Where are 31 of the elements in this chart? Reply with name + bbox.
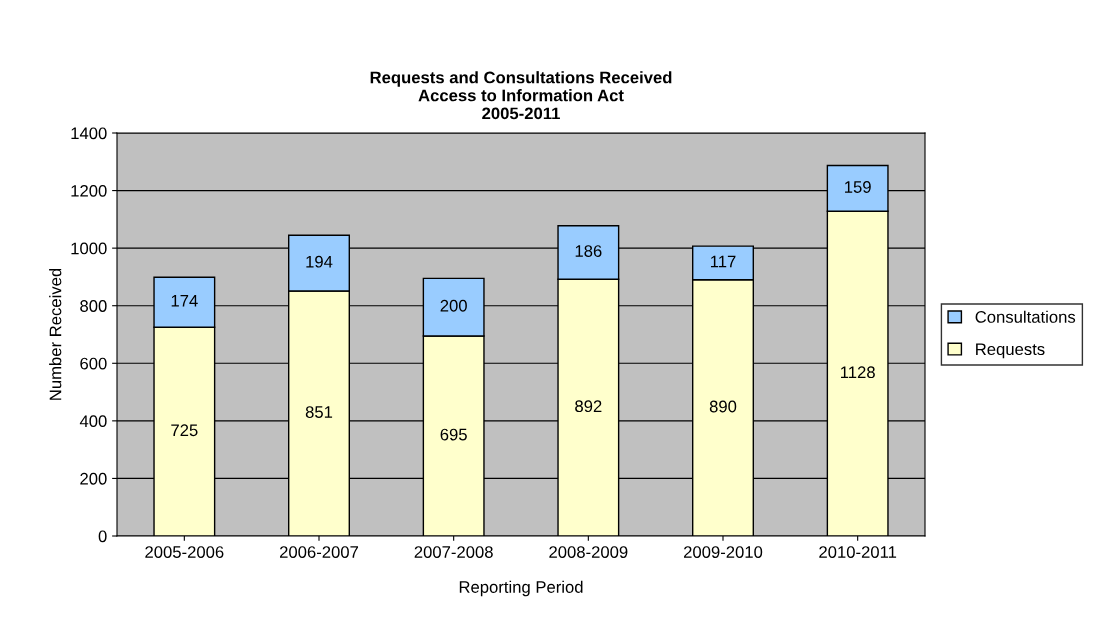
data-label: 851 bbox=[305, 406, 333, 418]
y-tick-label: 1200 bbox=[71, 184, 107, 197]
x-tick-label: 2007-2008 bbox=[414, 546, 493, 558]
chart-title: Requests and Consultations Received Access to Information Act 2005-2011 bbox=[370, 71, 672, 120]
y-tick-label: 400 bbox=[79, 415, 107, 428]
data-label: 695 bbox=[440, 428, 467, 441]
y-tick-label: 0 bbox=[98, 530, 107, 543]
y-tick-label: 200 bbox=[80, 472, 107, 485]
x-axis-title: Reporting Period bbox=[459, 580, 583, 597]
data-label: 159 bbox=[845, 181, 871, 193]
data-label: 1128 bbox=[841, 366, 875, 379]
data-label: 200 bbox=[440, 299, 467, 312]
data-label: 194 bbox=[306, 255, 333, 268]
x-tick-label: 2005-2006 bbox=[145, 546, 224, 558]
x-tick-label: 2010-2011 bbox=[819, 546, 897, 558]
y-axis-title: Number Received bbox=[49, 268, 62, 400]
data-label: 117 bbox=[710, 255, 736, 268]
x-tick-label: 2006-2007 bbox=[279, 546, 359, 558]
data-label: 725 bbox=[171, 424, 198, 437]
data-label: 890 bbox=[709, 400, 737, 413]
data-label: 186 bbox=[575, 245, 602, 257]
legend-label: Requests bbox=[976, 343, 1045, 359]
x-tick-label: 2009-2010 bbox=[683, 546, 763, 558]
data-label: 892 bbox=[575, 400, 602, 413]
y-tick-label: 800 bbox=[80, 300, 107, 312]
y-tick-label: 1400 bbox=[71, 127, 107, 140]
legend-label: Consultations bbox=[975, 310, 1076, 323]
y-tick-label: 600 bbox=[80, 357, 107, 370]
data-label: 174 bbox=[171, 295, 198, 307]
y-tick-label: 1000 bbox=[71, 242, 107, 255]
x-tick-label: 2008-2009 bbox=[549, 546, 628, 558]
